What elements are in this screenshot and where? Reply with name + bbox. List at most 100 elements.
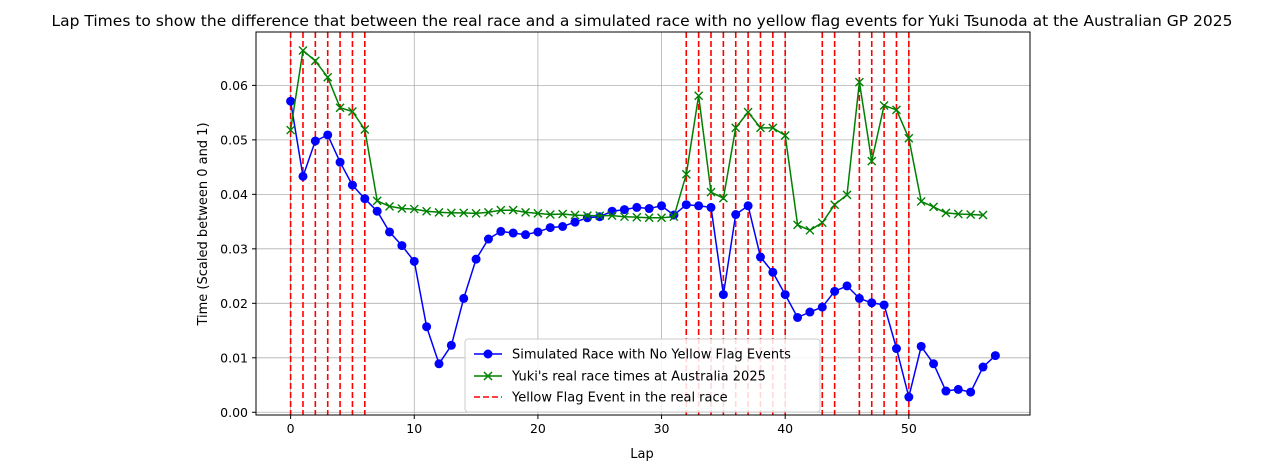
data-point — [644, 213, 654, 223]
data-point — [397, 204, 407, 214]
data-point — [644, 204, 654, 214]
data-point — [706, 187, 716, 197]
legend-marker-simulated — [483, 349, 493, 359]
y-tick-label: 0.04 — [220, 187, 248, 202]
data-point — [459, 208, 469, 218]
x-tick-label: 30 — [654, 421, 670, 436]
data-point — [842, 190, 852, 200]
data-point — [385, 227, 395, 237]
data-point — [706, 202, 716, 212]
data-point — [409, 256, 419, 266]
data-point — [780, 290, 790, 300]
data-point — [521, 230, 531, 240]
data-point — [422, 322, 432, 332]
data-point — [619, 205, 629, 215]
data-point — [483, 207, 493, 217]
data-point — [669, 212, 679, 222]
data-point — [335, 157, 345, 167]
data-point — [817, 302, 827, 312]
data-point — [657, 201, 667, 211]
data-point — [966, 210, 976, 220]
y-axis-label: Time (Scaled between 0 and 1) — [196, 122, 211, 326]
data-point — [891, 105, 901, 115]
data-point — [422, 206, 432, 216]
data-point — [929, 202, 939, 212]
data-point — [323, 72, 333, 82]
legend-label-yellow-flag: Yellow Flag Event in the real race — [511, 391, 728, 406]
data-point — [731, 210, 741, 220]
y-tick-label: 0.05 — [220, 132, 248, 147]
data-point — [817, 218, 827, 228]
data-point — [867, 156, 877, 166]
data-point — [459, 293, 469, 303]
data-point — [830, 200, 840, 210]
data-point — [286, 125, 296, 135]
data-point — [768, 267, 778, 277]
data-point — [966, 387, 976, 397]
data-point — [533, 227, 543, 237]
data-point — [570, 217, 580, 227]
data-point — [385, 201, 395, 211]
data-point — [595, 211, 605, 221]
data-point — [793, 312, 803, 322]
x-tick-label: 0 — [287, 421, 295, 436]
data-point — [694, 91, 704, 101]
data-point — [694, 201, 704, 211]
data-point — [755, 123, 765, 133]
x-tick-label: 40 — [777, 421, 793, 436]
data-point — [929, 359, 939, 369]
data-point — [805, 225, 815, 235]
data-point — [471, 208, 481, 218]
x-tick-label: 10 — [406, 421, 422, 436]
data-point — [743, 107, 753, 117]
data-point — [372, 196, 382, 206]
data-point — [904, 133, 914, 143]
data-point — [372, 206, 382, 216]
data-point — [842, 281, 852, 291]
data-point — [681, 169, 691, 179]
data-point — [434, 359, 444, 369]
data-point — [545, 223, 555, 233]
data-point — [360, 125, 370, 135]
data-point — [879, 300, 889, 310]
data-point — [743, 201, 753, 211]
data-point — [508, 205, 518, 215]
x-tick-label: 50 — [901, 421, 917, 436]
legend-label-simulated: Simulated Race with No Yellow Flag Event… — [512, 348, 791, 363]
data-point — [446, 340, 456, 350]
data-point — [496, 205, 506, 215]
data-point — [508, 228, 518, 238]
data-point — [595, 212, 605, 222]
data-point — [854, 77, 864, 87]
data-point — [718, 290, 728, 300]
data-point — [990, 351, 1000, 361]
data-point — [347, 107, 357, 117]
y-tick-label: 0.01 — [220, 350, 248, 365]
legend: Simulated Race with No Yellow Flag Event… — [464, 338, 821, 413]
data-point — [335, 103, 345, 113]
data-point — [657, 213, 667, 223]
y-tick-label: 0.06 — [220, 78, 248, 93]
data-point — [446, 208, 456, 218]
data-point — [916, 196, 926, 206]
data-point — [780, 131, 790, 141]
data-point — [323, 130, 333, 140]
data-point — [854, 293, 864, 303]
data-point — [941, 208, 951, 218]
data-point — [298, 46, 308, 56]
data-point — [310, 136, 320, 146]
legend-marker-real — [483, 371, 493, 381]
data-point — [286, 96, 296, 106]
data-point — [916, 341, 926, 351]
data-point — [632, 212, 642, 222]
data-point — [681, 200, 691, 210]
data-point — [298, 171, 308, 181]
data-point — [607, 206, 617, 216]
data-point — [879, 101, 889, 111]
data-point — [805, 307, 815, 317]
data-point — [582, 211, 592, 221]
series-line-0 — [289, 101, 996, 398]
legend-label-real: Yuki's real race times at Australia 2025 — [511, 370, 766, 385]
series — [286, 46, 1000, 402]
